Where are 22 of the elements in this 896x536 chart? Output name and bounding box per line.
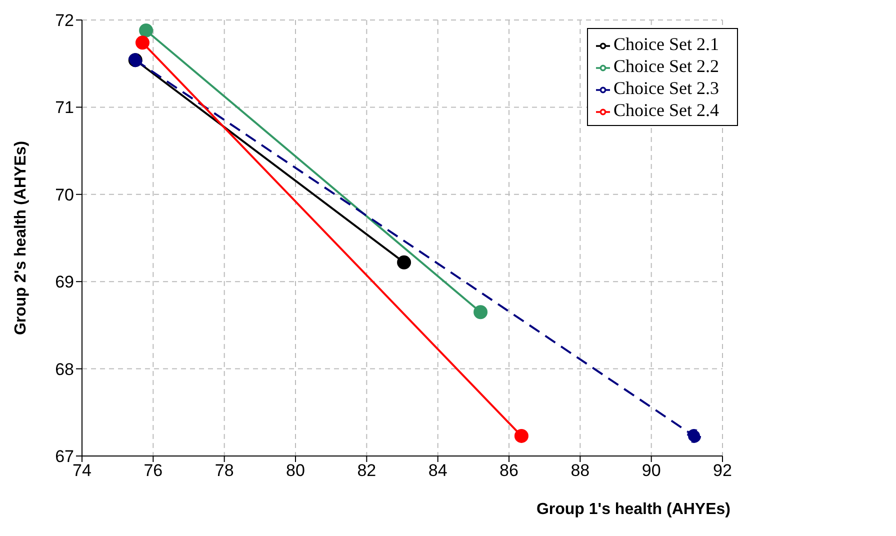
legend-label: Choice Set 2.4 <box>614 100 719 120</box>
x-tick-label: 84 <box>428 461 448 480</box>
y-tick-label: 72 <box>55 11 74 30</box>
x-tick-label: 78 <box>214 461 234 480</box>
x-tick-label: 86 <box>500 461 518 480</box>
y-axis-title: Group 2's health (AHYEs) <box>12 140 30 336</box>
x-tick-label: 76 <box>144 461 163 480</box>
y-tick-label: 70 <box>55 185 74 204</box>
x-tick-label: 90 <box>642 461 661 480</box>
legend-label: Choice Set 2.2 <box>614 56 719 76</box>
x-tick-label: 88 <box>570 461 590 480</box>
y-tick-label: 69 <box>55 272 74 292</box>
x-tick-label: 80 <box>286 461 305 480</box>
x-tick-label: 74 <box>72 461 92 480</box>
x-axis-title: Group 1's health (AHYEs) <box>536 501 730 518</box>
legend-label: Choice Set 2.1 <box>614 34 719 54</box>
x-tick-label: 92 <box>713 461 732 480</box>
y-tick-label: 71 <box>55 98 74 118</box>
y-tick-label: 68 <box>55 360 74 379</box>
x-tick-label: 82 <box>357 461 376 480</box>
legend-label: Choice Set 2.3 <box>614 78 719 98</box>
y-tick-label: 67 <box>55 447 74 466</box>
